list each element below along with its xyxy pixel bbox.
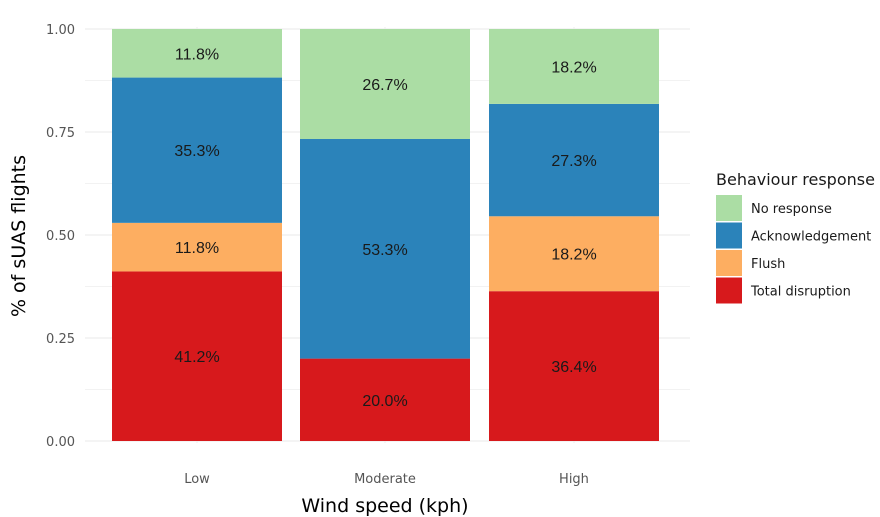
y-tick-label: 0.25: [46, 332, 75, 347]
legend-swatch: [716, 195, 742, 221]
x-tick-label: High: [559, 472, 589, 487]
legend-swatch: [716, 250, 742, 276]
legend-label: Flush: [751, 257, 785, 272]
legend-title: Behaviour response: [716, 170, 875, 189]
y-tick-label: 0.75: [46, 126, 75, 141]
y-axis-ticks: 0.00 0.25 0.50 0.75 1.00: [46, 23, 75, 450]
bar-segment: [300, 139, 470, 359]
bar-segment: [112, 77, 282, 223]
bar-segment: [489, 103, 659, 217]
x-axis-title: Wind speed (kph): [301, 495, 468, 517]
bar-segment: [112, 222, 282, 272]
data-label: 35.3%: [174, 143, 219, 160]
x-tick-label: Moderate: [354, 472, 416, 487]
legend-label: Total disruption: [750, 285, 851, 300]
data-label: 18.2%: [551, 59, 596, 76]
legend-label: Acknowledgement: [751, 230, 871, 245]
data-label: 18.2%: [551, 247, 596, 264]
bar-segment: [112, 29, 282, 78]
data-label: 36.4%: [551, 359, 596, 376]
y-tick-label: 1.00: [46, 23, 75, 38]
bar-segment: [112, 271, 282, 441]
data-label: 11.8%: [175, 240, 219, 257]
legend-label: No response: [751, 202, 832, 217]
legend-swatch: [716, 277, 742, 304]
bar-segment: [489, 216, 659, 292]
data-label: 20.0%: [362, 393, 407, 410]
data-label: 26.7%: [362, 77, 407, 94]
x-axis-ticks: Low Moderate High: [184, 472, 589, 487]
bar-segment: [489, 29, 659, 104]
segment-labels: 41.2% 11.8% 35.3% 11.8% 20.0% 53.3% 26.7% 36.4%…: [174, 46, 596, 410]
y-tick-label: 0.50: [46, 229, 75, 244]
legend-swatch: [716, 222, 742, 249]
bars: [112, 29, 659, 441]
bar-segment: [489, 291, 659, 441]
data-label: 41.2%: [174, 349, 219, 366]
legend: Behaviour response No response Acknowledg…: [716, 170, 875, 304]
bar-segment: [300, 29, 470, 140]
bar-segment: [300, 358, 470, 441]
data-label: 11.8%: [175, 46, 219, 63]
data-label: 27.3%: [551, 153, 596, 170]
data-label: 53.3%: [362, 242, 407, 259]
y-tick-label: 0.00: [46, 435, 75, 450]
y-axis-title: % of sUAS flights: [8, 155, 30, 317]
x-tick-label: Low: [184, 472, 210, 487]
